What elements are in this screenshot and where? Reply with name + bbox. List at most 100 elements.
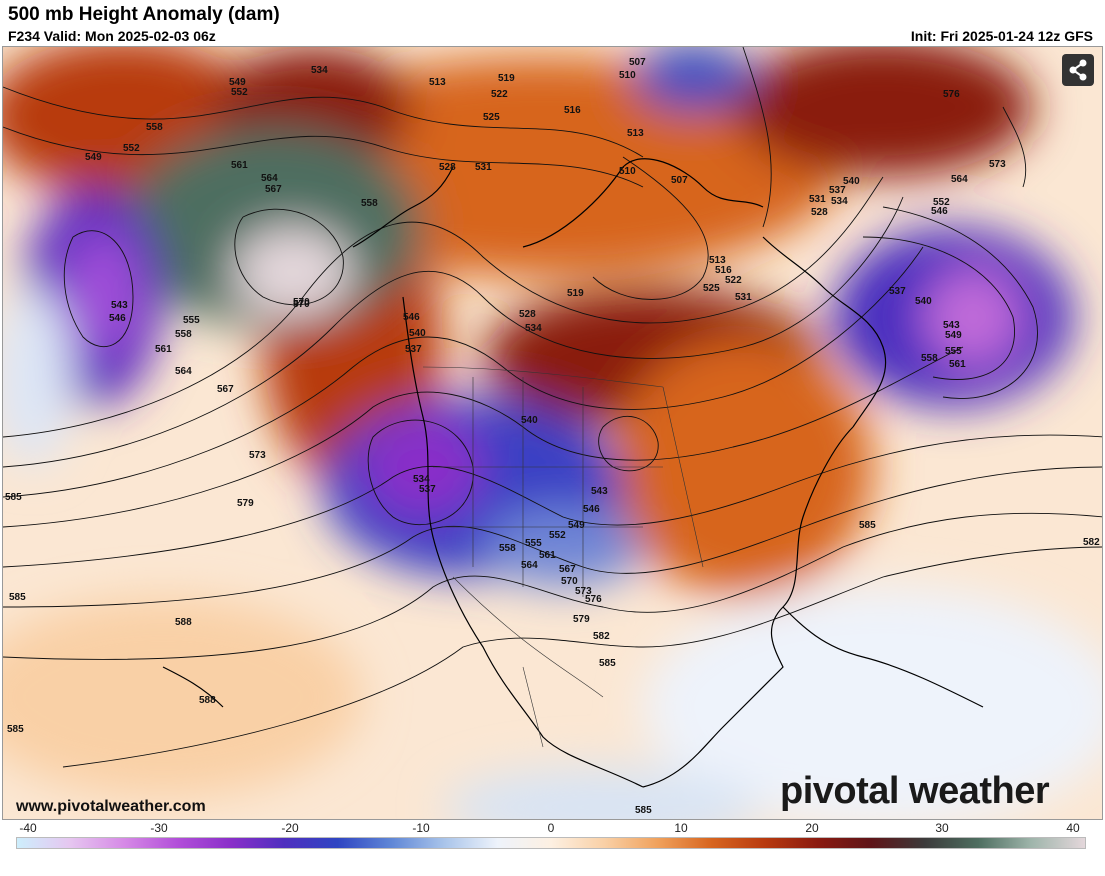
contour-label: 549 bbox=[229, 77, 246, 88]
contour-label: 525 bbox=[703, 283, 720, 294]
share-button[interactable] bbox=[1062, 54, 1094, 86]
contour-label: 546 bbox=[583, 504, 600, 515]
contour-label: 537 bbox=[889, 286, 906, 297]
contour-label: 540 bbox=[915, 296, 932, 307]
contour-label: 567 bbox=[559, 564, 576, 575]
contour-label: 537 bbox=[419, 484, 436, 495]
contour-label: 573 bbox=[989, 159, 1006, 170]
contour-label: 543 bbox=[111, 300, 128, 311]
contour-label: 582 bbox=[593, 631, 610, 642]
colorbar-tick: -40 bbox=[19, 821, 37, 835]
contour-label: 522 bbox=[725, 275, 742, 286]
contour-label: 570 bbox=[293, 299, 310, 310]
contour-label: 516 bbox=[564, 105, 581, 116]
contour-label: 573 bbox=[249, 450, 266, 461]
contour-label: 549 bbox=[945, 330, 962, 341]
contour-label: 513 bbox=[709, 255, 726, 266]
map-title: 500 mb Height Anomaly (dam) bbox=[8, 4, 280, 25]
contour-label: 552 bbox=[123, 143, 140, 154]
colorbar-tick: 30 bbox=[935, 821, 949, 835]
contour-label: 558 bbox=[499, 543, 516, 554]
contour-label: 567 bbox=[217, 384, 234, 395]
init-time: Init: Fri 2025-01-24 12z GFS bbox=[910, 28, 1093, 44]
contour-label: 540 bbox=[843, 176, 860, 187]
anomaly-field bbox=[3, 47, 1102, 819]
contour-label: 585 bbox=[635, 805, 652, 816]
contour-label: 567 bbox=[265, 184, 282, 195]
contour-label: 528 bbox=[439, 162, 456, 173]
contour-label: 585 bbox=[599, 658, 616, 669]
valid-time: F234 Valid: Mon 2025-02-03 06z bbox=[8, 28, 216, 44]
contour-label: 546 bbox=[109, 313, 126, 324]
contour-label: 519 bbox=[498, 73, 515, 84]
contour-label: 552 bbox=[231, 87, 248, 98]
anomaly-map[interactable]: 534 549 552 513 519 522 507 510 525 516 … bbox=[2, 46, 1103, 820]
colorbar-tick: 10 bbox=[674, 821, 688, 835]
contour-label: 507 bbox=[629, 57, 646, 68]
share-icon bbox=[1069, 59, 1087, 81]
contour-label: 546 bbox=[403, 312, 420, 323]
height-contours bbox=[3, 47, 1102, 768]
contour-label: 561 bbox=[949, 359, 966, 370]
contour-label: 564 bbox=[175, 366, 192, 377]
contour-label: 507 bbox=[671, 175, 688, 186]
contour-label: 552 bbox=[549, 530, 566, 541]
contour-label: 534 bbox=[413, 474, 430, 485]
contour-label: 588 bbox=[175, 617, 192, 628]
contour-label: 558 bbox=[146, 122, 163, 133]
contour-label: 534 bbox=[311, 65, 328, 76]
contour-label: 564 bbox=[521, 560, 538, 571]
contour-label: 540 bbox=[521, 415, 538, 426]
contour-label: 552 bbox=[933, 197, 950, 208]
contour-label: 579 bbox=[237, 498, 254, 509]
contour-label: 570 bbox=[561, 576, 578, 587]
contour-label: 576 bbox=[585, 594, 602, 605]
colorbar-tick: 0 bbox=[547, 821, 555, 835]
contour-label: 585 bbox=[5, 492, 22, 503]
contour-label: 540 bbox=[409, 328, 426, 339]
contour-label: 516 bbox=[715, 265, 732, 276]
brand-logo: pivotal weather bbox=[780, 770, 1050, 812]
contour-label: 561 bbox=[539, 550, 556, 561]
contour-label: 531 bbox=[475, 162, 492, 173]
contour-label: 558 bbox=[361, 198, 378, 209]
contour-label: 579 bbox=[573, 614, 590, 625]
colorbar-tick: 40 bbox=[1066, 821, 1080, 835]
contour-label: 534 bbox=[525, 323, 542, 334]
contour-label: 555 bbox=[183, 315, 200, 326]
contour-labels: 534 549 552 513 519 522 507 510 525 516 … bbox=[5, 57, 1100, 816]
colorbar-tick: -10 bbox=[412, 821, 430, 835]
contour-label: 549 bbox=[85, 152, 102, 163]
contour-label: 573 bbox=[575, 586, 592, 597]
map-canvas: 534 549 552 513 519 522 507 510 525 516 … bbox=[3, 47, 1102, 819]
contour-label: 543 bbox=[943, 320, 960, 331]
contour-label: 537 bbox=[829, 185, 846, 196]
contour-label: 555 bbox=[525, 538, 542, 549]
contour-label: 522 bbox=[491, 89, 508, 100]
contour-label: 531 bbox=[735, 292, 752, 303]
colorbar-tick: -30 bbox=[150, 821, 168, 835]
contour-label: 543 bbox=[591, 486, 608, 497]
header: 500 mb Height Anomaly (dam) F234 Valid: … bbox=[0, 0, 1105, 46]
contour-label: 510 bbox=[619, 70, 636, 81]
contour-label: 558 bbox=[921, 353, 938, 364]
site-url[interactable]: www.pivotalweather.com bbox=[16, 798, 206, 815]
coastlines bbox=[162, 158, 984, 788]
contour-label: 585 bbox=[859, 520, 876, 531]
colorbar-tick: -20 bbox=[281, 821, 299, 835]
contour-label: 585 bbox=[9, 592, 26, 603]
contour-label: 534 bbox=[831, 196, 848, 207]
contour-label: 531 bbox=[809, 194, 826, 205]
contour-label: 525 bbox=[483, 112, 500, 123]
contour-label: 519 bbox=[567, 288, 584, 299]
contour-label: 528 bbox=[519, 309, 536, 320]
contour-label: 513 bbox=[429, 77, 446, 88]
contour-label: 549 bbox=[568, 520, 585, 531]
contour-label: 546 bbox=[931, 206, 948, 217]
contour-label: 528 bbox=[811, 207, 828, 218]
contour-label: 582 bbox=[1083, 537, 1100, 548]
contour-label: 588 bbox=[199, 695, 216, 706]
contour-label: 558 bbox=[175, 329, 192, 340]
contour-label: 585 bbox=[7, 724, 24, 735]
contour-label: 537 bbox=[405, 344, 422, 355]
